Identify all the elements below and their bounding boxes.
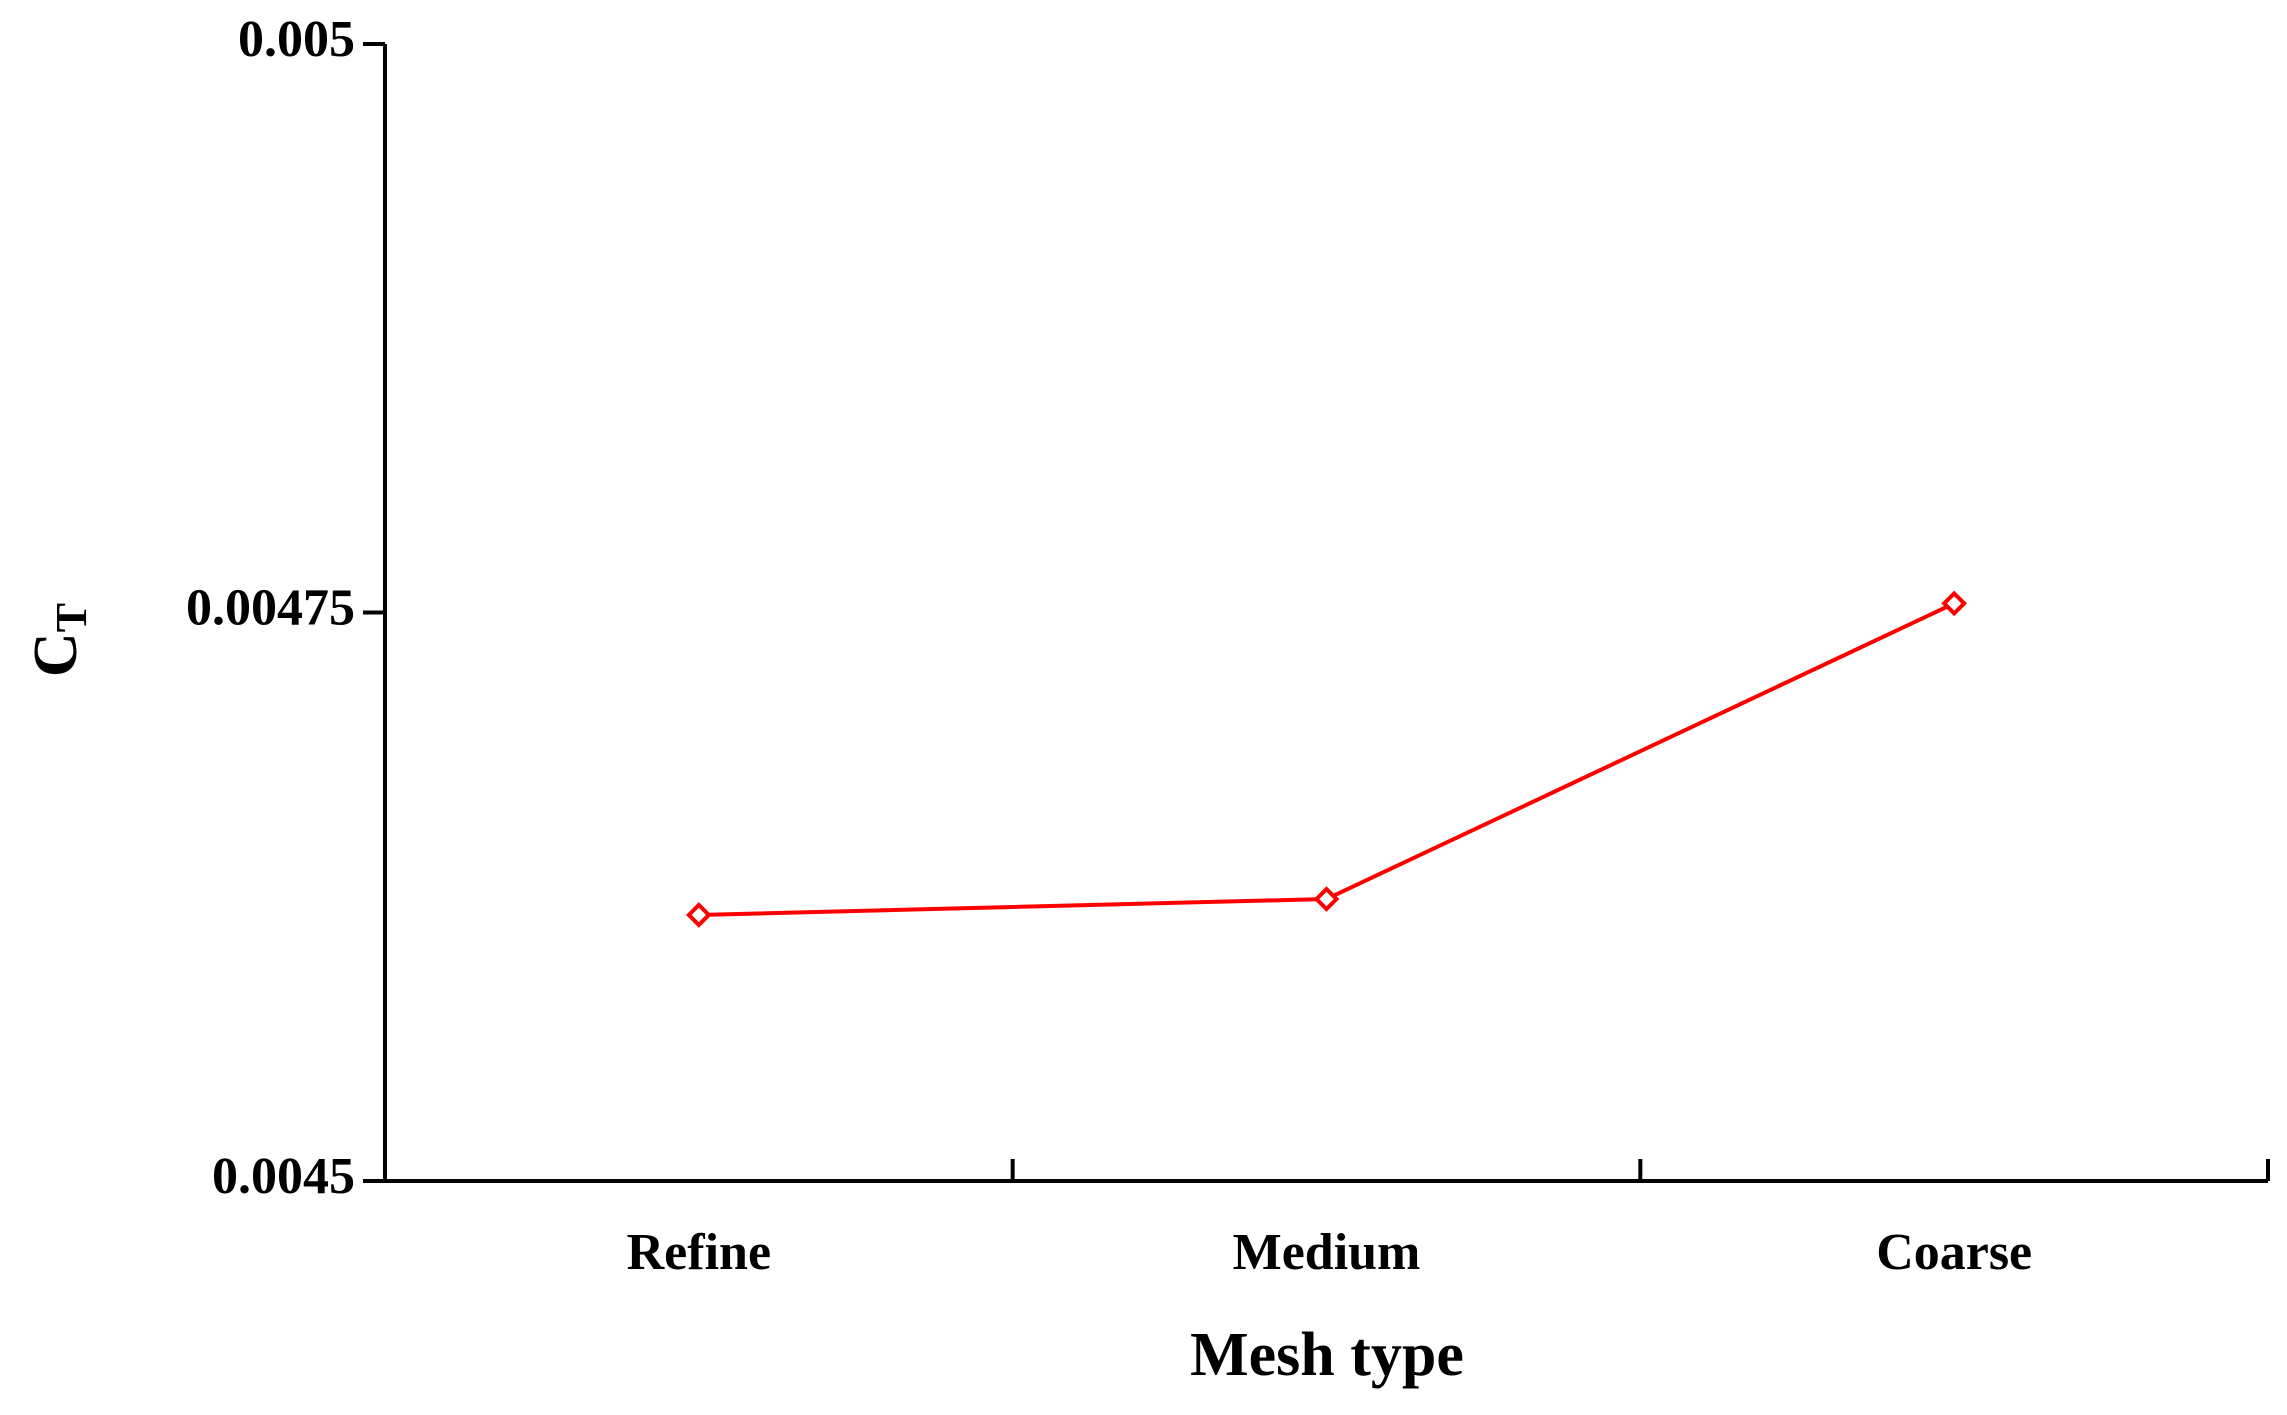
data-marker [1941, 590, 1967, 617]
data-marker [686, 902, 712, 928]
x-axis-title: Mesh type [1190, 1321, 1464, 1389]
data-marker [1313, 886, 1340, 912]
x-tick-label: Coarse [1876, 1224, 2032, 1281]
series-line [698, 601, 1956, 917]
x-tick-label: Medium [1233, 1224, 1421, 1281]
y-tick-label: 0.005 [238, 11, 355, 68]
y-axis-title: CT [22, 603, 96, 677]
x-tick-label: Refine [627, 1224, 771, 1281]
y-tick-label: 0.0045 [212, 1148, 355, 1205]
y-axis-title-main: C [22, 632, 90, 677]
y-axis-title-subscript: T [47, 603, 96, 632]
y-tick-label: 0.00475 [186, 579, 355, 636]
